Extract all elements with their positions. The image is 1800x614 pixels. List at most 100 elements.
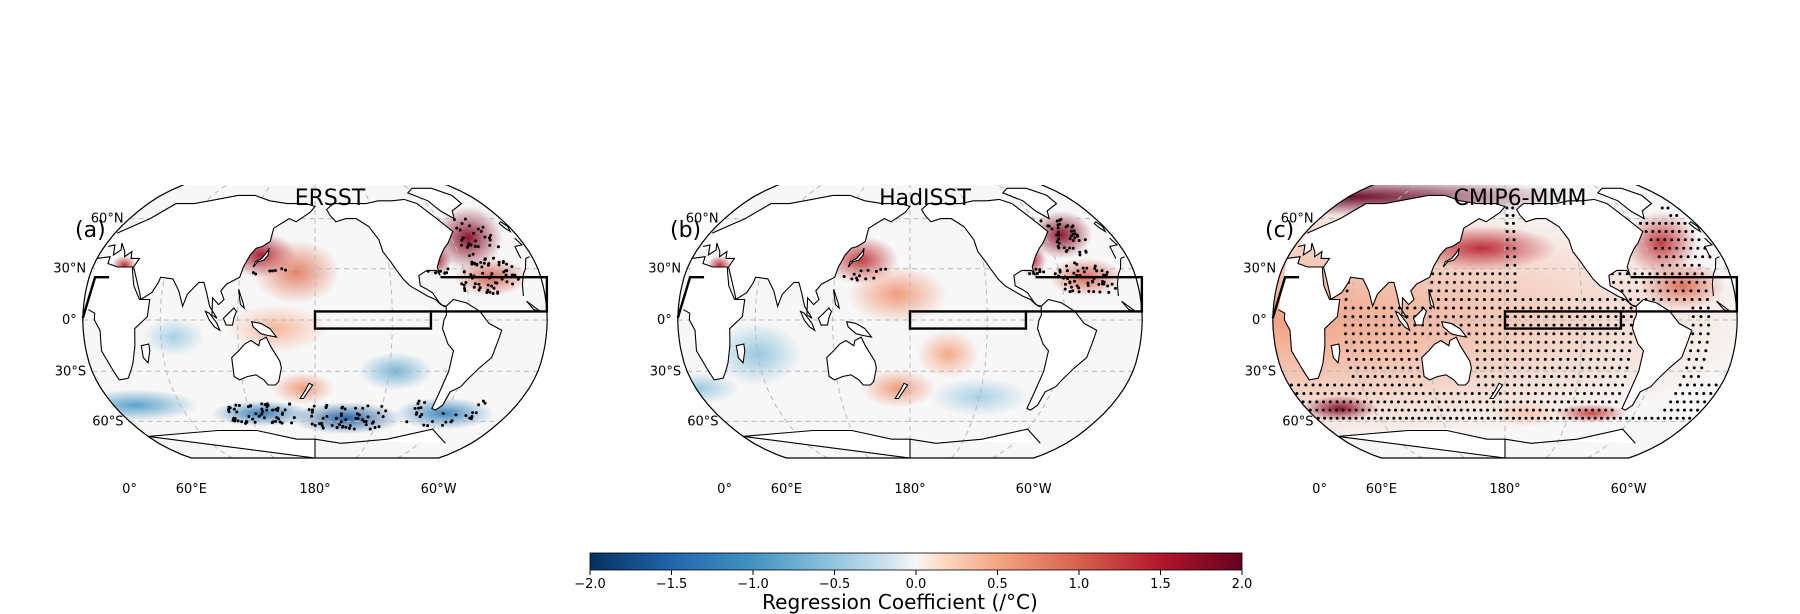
- stipple-dot: [1529, 340, 1533, 344]
- lat-label: 30°N: [53, 262, 86, 277]
- stipple-dot: [1600, 416, 1604, 420]
- stipple-dot: [354, 406, 358, 410]
- stipple-dot: [1511, 214, 1515, 218]
- stipple-dot: [1644, 229, 1648, 233]
- stipple-dot: [1077, 290, 1081, 294]
- stipple-dot: [1693, 383, 1697, 387]
- stipple-dot: [1475, 315, 1479, 319]
- lat-label: 60°S: [687, 414, 718, 429]
- colorbar-tick-label: 1.0: [1069, 577, 1090, 592]
- stipple-dot: [1558, 357, 1562, 361]
- lat-label: 30°N: [1243, 262, 1276, 277]
- stipple-dot: [1690, 229, 1694, 233]
- stipple-dot: [1110, 282, 1114, 286]
- stipple-dot: [497, 260, 501, 264]
- stipple-dot: [1062, 246, 1066, 250]
- stipple-dot: [1582, 349, 1586, 353]
- stipple-dot: [1065, 248, 1069, 252]
- stipple-dot: [1498, 366, 1502, 370]
- stipple-dot: [1491, 383, 1495, 387]
- stipple-dot: [1544, 323, 1548, 327]
- stipple-dot: [1467, 416, 1471, 420]
- stipple-dot: [1583, 391, 1587, 395]
- stipple-dot: [1618, 391, 1622, 395]
- stipple-dot: [280, 421, 284, 425]
- meridian-line: [1427, 185, 1465, 459]
- stipple-dot: [1512, 229, 1516, 233]
- stipple-dot: [1364, 366, 1368, 370]
- stipple-dot: [1590, 340, 1594, 344]
- stipple-dot: [511, 282, 515, 286]
- stipple-dot: [1543, 366, 1547, 370]
- lat-label: 30°S: [55, 364, 86, 379]
- stipple-dot: [1513, 374, 1517, 378]
- stipple-dot: [339, 413, 343, 417]
- stipple-dot: [1452, 297, 1456, 301]
- stipple-dot: [1682, 408, 1686, 412]
- stipple-dot: [1375, 340, 1379, 344]
- stipple-dot: [1452, 289, 1456, 293]
- stipple-dot: [1366, 323, 1370, 327]
- stipple-dot: [1440, 408, 1444, 412]
- stipple-dot: [1597, 408, 1601, 412]
- stipple-dot: [1451, 315, 1455, 319]
- stipple-dot: [1573, 366, 1577, 370]
- stipple-dot: [1395, 374, 1399, 378]
- stipple-dot: [1686, 255, 1690, 259]
- stipple-dot: [1580, 400, 1584, 404]
- stipple-dot: [1347, 357, 1351, 361]
- stipple-dot: [1444, 297, 1448, 301]
- stipple-dot: [1536, 332, 1540, 336]
- stipple-dot: [1344, 332, 1348, 336]
- stipple-dot: [1674, 289, 1678, 293]
- stipple-dot: [1606, 315, 1610, 319]
- stipple-dot: [1691, 315, 1695, 319]
- stipple-dot: [1611, 391, 1615, 395]
- stipple-dot: [1618, 272, 1622, 276]
- stipple-dot: [1695, 357, 1699, 361]
- stipple-dot: [1636, 297, 1640, 301]
- stipple-dot: [1490, 297, 1494, 301]
- stipple-dot: [1613, 383, 1617, 387]
- stipple-dot: [1528, 374, 1532, 378]
- stipple-dot: [1393, 366, 1397, 370]
- stipple-dot: [1424, 400, 1428, 404]
- stipple-dot: [1380, 374, 1384, 378]
- stipple-dot: [321, 416, 325, 420]
- land-madagascar: [735, 343, 746, 365]
- stipple-dot: [1076, 269, 1080, 273]
- stipple-dot: [1598, 323, 1602, 327]
- stipple-dot: [1528, 349, 1532, 353]
- stipple-dot: [464, 414, 468, 418]
- stipple-dot: [1618, 366, 1622, 370]
- stipple-dot: [1344, 391, 1348, 395]
- stipple-dot: [1362, 357, 1366, 361]
- stipple-dot: [1519, 400, 1523, 404]
- stipple-dot: [1562, 416, 1566, 420]
- index-regions: [676, 276, 1144, 330]
- stipple-dot: [1518, 416, 1522, 420]
- stipple-dot: [1398, 332, 1402, 336]
- stipple-dot: [472, 285, 476, 289]
- land-australia: [826, 336, 877, 386]
- stipple-dot: [1663, 272, 1667, 276]
- stipple-dot: [1664, 221, 1668, 225]
- stipple-dot: [486, 283, 490, 287]
- stipple-dot: [1084, 250, 1088, 254]
- stipple-dot: [470, 262, 474, 266]
- stipple-dot: [1595, 366, 1599, 370]
- stipple-dot: [1539, 400, 1543, 404]
- stipple-dot: [1705, 340, 1709, 344]
- stipple-dot: [1068, 290, 1072, 294]
- stipple-dot: [1505, 272, 1509, 276]
- land-australia: [1421, 336, 1472, 386]
- stipple-dot: [1403, 400, 1407, 404]
- stipple-dot: [426, 424, 430, 428]
- land-new-guinea: [1441, 321, 1468, 338]
- stipple-dot: [1528, 366, 1532, 370]
- stipple-dot: [1629, 332, 1633, 336]
- stipple-dot: [1623, 374, 1627, 378]
- stipple-dot: [490, 272, 494, 276]
- stipple-dot: [1467, 289, 1471, 293]
- stipple-dot: [1532, 400, 1536, 404]
